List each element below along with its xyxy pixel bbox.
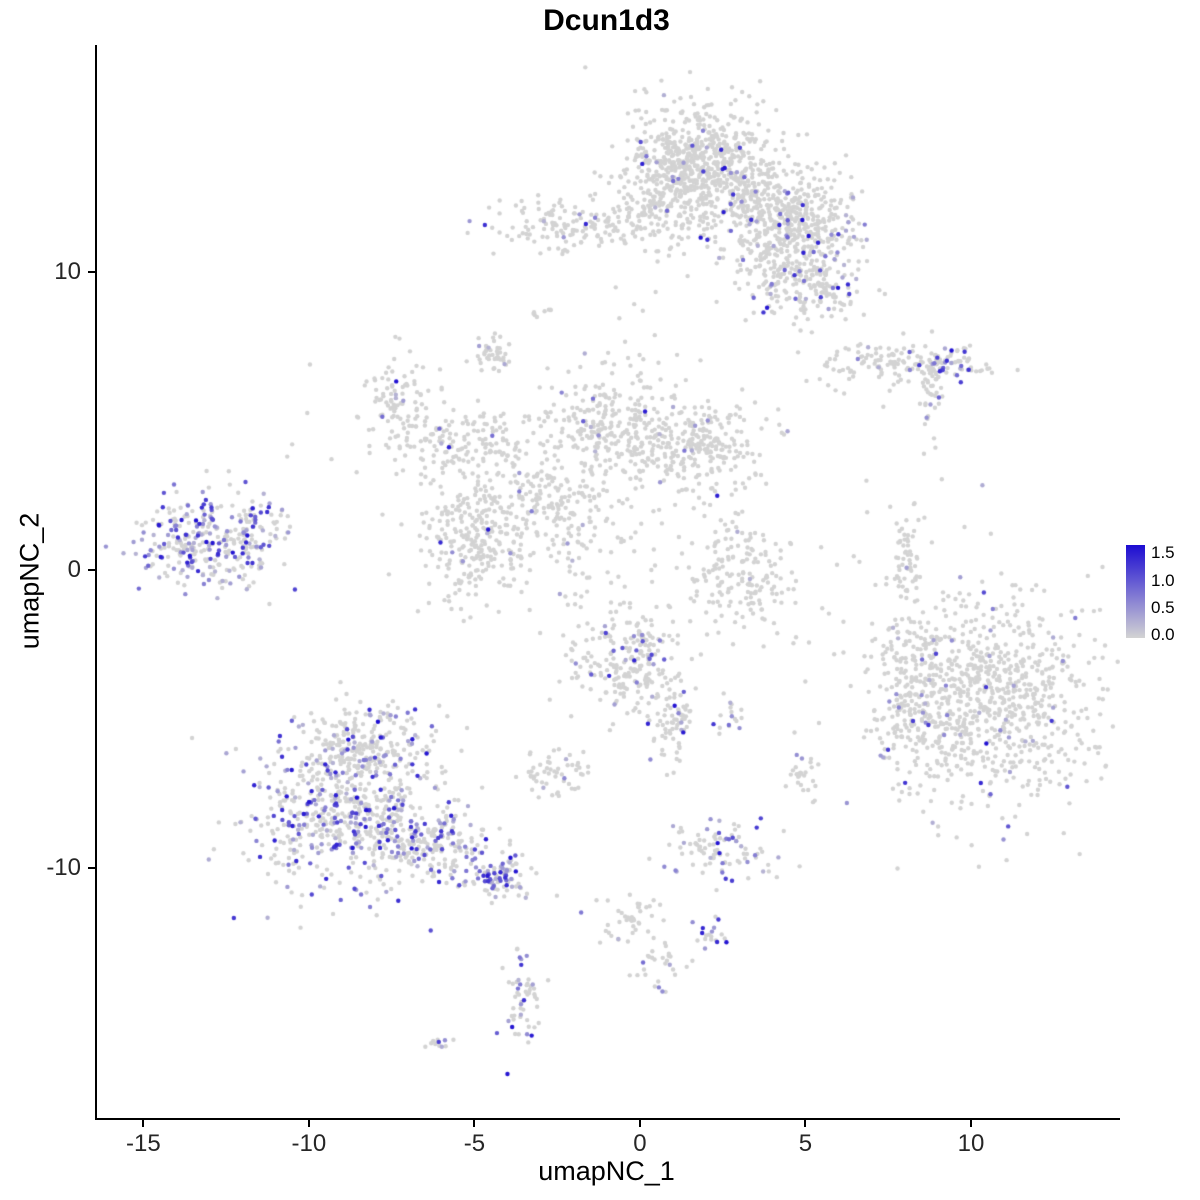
y-tick-mark (88, 866, 95, 869)
x-tick-mark (804, 1120, 807, 1127)
x-axis-title: umapNC_1 (538, 1156, 675, 1186)
x-tick-label: -15 (126, 1130, 161, 1157)
y-axis-title: umapNC_2 (14, 512, 45, 650)
x-tick-mark (142, 1120, 145, 1127)
x-tick-label: 10 (957, 1130, 985, 1157)
y-tick-mark (88, 568, 95, 571)
x-tick-label: -5 (463, 1130, 486, 1157)
legend-tick-label: 0.0 (1151, 625, 1175, 645)
plot-area: -15 -10 -5 0 5 10 10 0 -10 (46, 45, 1120, 1157)
x-tick-mark (473, 1120, 476, 1127)
y-tick-label: 10 (54, 257, 81, 285)
x-tick-mark (970, 1120, 973, 1127)
legend-tick-label: 1.0 (1151, 570, 1175, 590)
scatter-points-canvas (97, 45, 1120, 1118)
legend-colorbar (1126, 545, 1145, 638)
x-tick-label: -10 (291, 1130, 327, 1157)
x-tick-label: 5 (798, 1130, 813, 1157)
y-tick-mark (88, 270, 95, 273)
legend-tick-label: 1.5 (1151, 543, 1175, 563)
plot-title: Dcun1d3 (543, 4, 670, 37)
x-tick-label: 0 (633, 1130, 647, 1157)
y-tick-label: -10 (46, 853, 81, 881)
x-tick-mark (307, 1120, 310, 1127)
y-tick-label: 0 (67, 555, 81, 583)
legend-tick-label: 0.5 (1151, 597, 1175, 617)
x-tick-mark (638, 1120, 641, 1127)
